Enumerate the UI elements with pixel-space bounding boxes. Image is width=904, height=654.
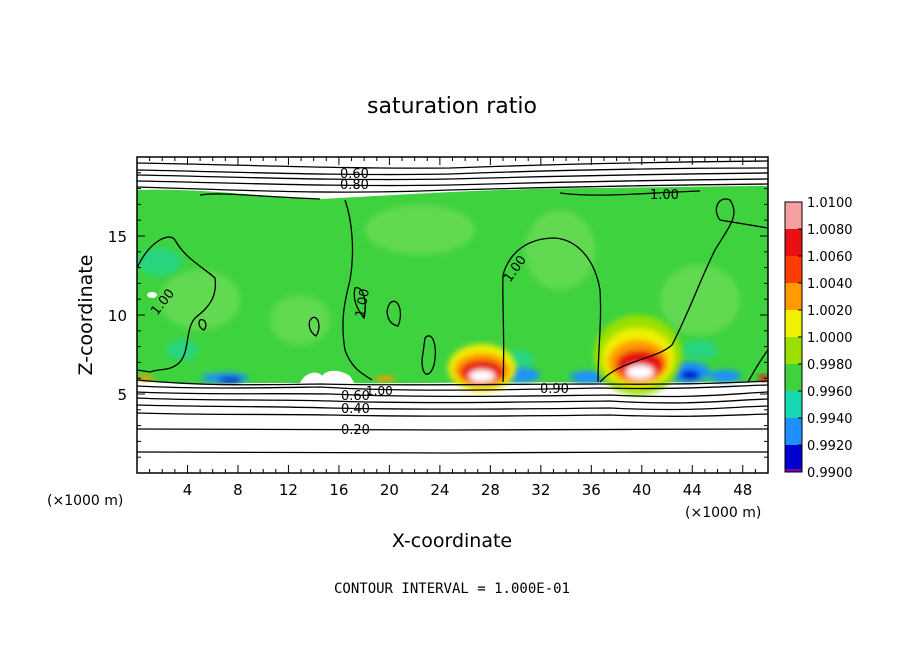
x-tick-label: 8 — [233, 481, 243, 499]
y-axis-ticks: 5 10 15 — [108, 172, 768, 458]
white-spot — [147, 292, 157, 298]
colorbar-label: 0.9960 — [807, 385, 853, 400]
warm-plume-right — [594, 315, 682, 395]
colorbar: 1.0100 1.0080 1.0060 1.0040 1.0020 1.0000 0.99… — [784, 196, 853, 481]
contour-label: 0.80 — [340, 178, 369, 193]
colorbar-label: 1.0100 — [807, 196, 853, 211]
base-gap — [300, 370, 355, 384]
colorbar-swatch — [785, 391, 802, 419]
contour-label: 0.90 — [540, 382, 569, 397]
colorbar-swatch — [785, 418, 802, 446]
upper-contours — [137, 160, 768, 193]
unit-contours — [137, 190, 768, 383]
x-tick-label: 24 — [430, 481, 449, 499]
lower-contours — [137, 379, 768, 454]
plot-area: 0.60 0.80 1.00 1.00 1.00 1.00 1.00 0.90 … — [137, 157, 768, 473]
contour-label: 0.60 — [341, 389, 370, 404]
x-tick-label: 32 — [531, 481, 550, 499]
x-tick-label: 36 — [582, 481, 601, 499]
warm-plume-left — [448, 344, 516, 392]
x-tick-label: 48 — [733, 481, 752, 499]
x-tick-label: 12 — [279, 481, 298, 499]
colorbar-swatch — [785, 256, 802, 284]
colorbar-swatch — [785, 310, 802, 338]
y-tick-label: 15 — [108, 228, 127, 246]
light-green-patches — [160, 205, 740, 345]
y-tick-label: 5 — [117, 386, 127, 404]
colorbar-label: 1.0000 — [807, 331, 853, 346]
x-unit-label-left: (×1000 m) — [47, 493, 123, 509]
x-axis-label: X-coordinate — [392, 530, 512, 552]
colorbar-swatch — [785, 337, 802, 365]
x-tick-label: 28 — [481, 481, 500, 499]
y-axis-label: Z-coordinate — [75, 255, 97, 376]
x-unit-label-right: (×1000 m) — [685, 505, 761, 521]
x-tick-label: 40 — [632, 481, 651, 499]
colorbar-label: 0.9980 — [807, 358, 853, 373]
contour-label: 0.20 — [341, 423, 370, 438]
chart-title: saturation ratio — [367, 94, 537, 119]
contour-label: 1.00 — [366, 384, 393, 398]
colorbar-label: 1.0020 — [807, 304, 853, 319]
colorbar-label: 0.9940 — [807, 412, 853, 427]
contour-interval-note: CONTOUR INTERVAL = 1.000E-01 — [334, 581, 570, 597]
colorbar-label: 1.0040 — [807, 277, 853, 292]
colorbar-swatch — [785, 364, 802, 392]
x-axis-ticks: 4 8 12 16 20 24 28 32 36 40 44 48 — [149, 157, 756, 499]
x-tick-label: 16 — [329, 481, 348, 499]
y-tick-label: 10 — [108, 307, 127, 325]
colorbar-swatch — [785, 445, 802, 473]
x-tick-label: 44 — [683, 481, 702, 499]
colorbar-swatch — [785, 469, 802, 472]
colorbar-swatch — [785, 283, 802, 311]
colorbar-label: 0.9900 — [807, 466, 853, 481]
contour-label: 0.60 — [340, 167, 369, 182]
colorbar-label: 0.9920 — [807, 439, 853, 454]
contour-label: 1.00 — [353, 288, 373, 319]
colorbar-label: 1.0080 — [807, 223, 853, 238]
contour-label: 1.00 — [650, 188, 679, 203]
colorbar-swatch — [785, 229, 802, 257]
x-tick-label: 20 — [380, 481, 399, 499]
colorbar-label: 1.0060 — [807, 250, 853, 265]
x-tick-label: 4 — [183, 481, 193, 499]
colorbar-swatch — [785, 202, 802, 230]
contour-label: 0.40 — [341, 402, 370, 417]
base-warm-spots — [137, 374, 768, 382]
